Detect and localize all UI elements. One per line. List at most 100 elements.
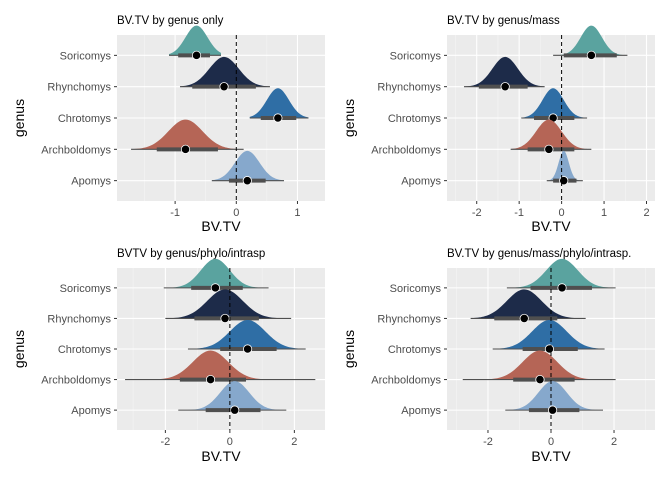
x-axis-title: BV.TV: [531, 218, 571, 234]
y-tick-label: Soricomys: [390, 283, 442, 295]
median-point: [586, 50, 596, 60]
density-ridge: [553, 25, 628, 56]
median-point: [519, 313, 529, 324]
y-tick-label: Rhynchomys: [47, 313, 111, 325]
density-ridge: [249, 88, 309, 118]
density-ridge: [163, 258, 269, 288]
x-tick-label: -1: [514, 207, 524, 219]
y-tick-label: Chrotomys: [388, 113, 442, 125]
density-ridge: [546, 150, 583, 181]
density-ridge: [510, 119, 592, 150]
x-tick-label: -1: [170, 207, 180, 219]
density-ridge: [521, 88, 588, 118]
panel-title: BVTV by genus/phylo/intrasp: [117, 248, 265, 260]
median-point: [547, 405, 558, 415]
density-ridge: [169, 25, 221, 56]
density-ridge: [178, 381, 287, 411]
x-tick-label: 1: [601, 207, 607, 219]
y-axis-title: genus: [341, 99, 357, 137]
y-axis-title: genus: [11, 330, 27, 368]
y-tick-label: Archboldomys: [371, 144, 441, 156]
x-tick-label: 0: [559, 207, 565, 219]
density-ridge: [505, 381, 603, 411]
x-tick-label: -2: [160, 436, 170, 448]
x-tick-label: 2: [643, 207, 649, 219]
median-point: [210, 283, 220, 293]
y-tick-label: Soricomys: [60, 283, 112, 295]
y-tick-label: Rhynchomys: [377, 82, 441, 94]
x-tick-label: 2: [611, 436, 617, 448]
density-ridge: [506, 258, 616, 288]
median-point: [191, 50, 202, 60]
median-point: [219, 82, 229, 92]
density-ridge: [125, 350, 316, 380]
distribution-marks: [131, 25, 309, 201]
x-axis-title: BV.TV: [201, 448, 241, 464]
median-point: [544, 144, 554, 154]
panel-title: BV.TV by genus/mass: [447, 15, 560, 27]
density-ridge: [165, 289, 292, 319]
median-point: [180, 144, 191, 154]
y-axis-title: genus: [11, 99, 27, 137]
y-tick-label: Archboldomys: [41, 144, 111, 156]
x-tick-label: 0: [548, 436, 554, 448]
density-ridge: [462, 350, 616, 380]
density-ridge: [492, 319, 605, 349]
median-point: [544, 344, 555, 354]
x-tick-label: -2: [472, 207, 482, 219]
density-ridge: [131, 119, 244, 150]
y-tick-label: Soricomys: [390, 50, 442, 62]
y-tick-label: Apomys: [71, 405, 111, 417]
y-tick-label: Chrotomys: [388, 344, 442, 356]
median-point: [557, 283, 567, 293]
distribution-marks: [125, 258, 316, 430]
y-axis-title: genus: [341, 330, 357, 368]
median-point: [559, 176, 569, 186]
density-ridge: [470, 289, 586, 319]
median-point: [273, 113, 283, 123]
x-axis-title: BV.TV: [531, 448, 571, 464]
y-tick-label: Rhynchomys: [377, 313, 441, 325]
median-point: [243, 344, 253, 354]
x-tick-labels: -1 0 1: [170, 201, 301, 219]
x-tick-labels: -2 -1 0 1 2: [472, 201, 650, 219]
y-tick-label: Archboldomys: [41, 375, 111, 387]
median-point: [500, 82, 510, 92]
y-tick-label: Apomys: [401, 405, 441, 417]
median-point: [535, 374, 545, 385]
density-ridge: [180, 56, 270, 87]
median-point: [230, 405, 240, 415]
x-tick-label: -2: [483, 436, 493, 448]
panel-title: BV.TV by genus only: [117, 15, 224, 27]
y-tick-label: Archboldomys: [371, 375, 441, 387]
x-tick-label: 2: [291, 436, 297, 448]
y-tick-labels: Soricomys Rhynchomys Chrotomys Archboldomys…: [371, 283, 447, 417]
median-point: [205, 374, 216, 385]
panel-2: BV.TV by genus/mass Soricomys Rhynchomys C…: [341, 15, 655, 234]
density-ridge: [463, 56, 545, 87]
x-axis-title: BV.TV: [201, 218, 241, 234]
x-tick-label: 0: [233, 207, 239, 219]
x-tick-labels: -2 0 2: [483, 430, 617, 448]
y-tick-label: Soricomys: [60, 50, 112, 62]
x-tick-label: 1: [294, 207, 300, 219]
median-point: [220, 313, 230, 324]
panel-3: BVTV by genus/phylo/intrasp Soricomys Rhy…: [11, 248, 325, 464]
panel-1: BV.TV by genus only Soricomys Rhynchomys C…: [11, 15, 325, 234]
distribution-marks: [463, 25, 628, 201]
y-tick-labels: Soricomys Rhynchomys Chrotomys Archboldomys…: [41, 283, 117, 417]
median-point: [242, 176, 252, 186]
y-tick-label: Apomys: [401, 176, 441, 188]
y-tick-label: Rhynchomys: [47, 82, 111, 94]
x-tick-labels: -2 0 2: [160, 430, 297, 448]
distribution-marks: [462, 258, 616, 430]
panel-4: BV.TV by genus/mass/phylo/intrasp. Soric…: [341, 248, 655, 464]
x-tick-label: 0: [227, 436, 233, 448]
y-tick-label: Chrotomys: [58, 113, 112, 125]
y-tick-labels: Soricomys Rhynchomys Chrotomys Archboldomys…: [41, 50, 117, 188]
density-ridge: [211, 150, 285, 181]
y-tick-label: Chrotomys: [58, 344, 112, 356]
panel-title: BV.TV by genus/mass/phylo/intrasp.: [447, 248, 631, 260]
y-tick-label: Apomys: [71, 176, 111, 188]
